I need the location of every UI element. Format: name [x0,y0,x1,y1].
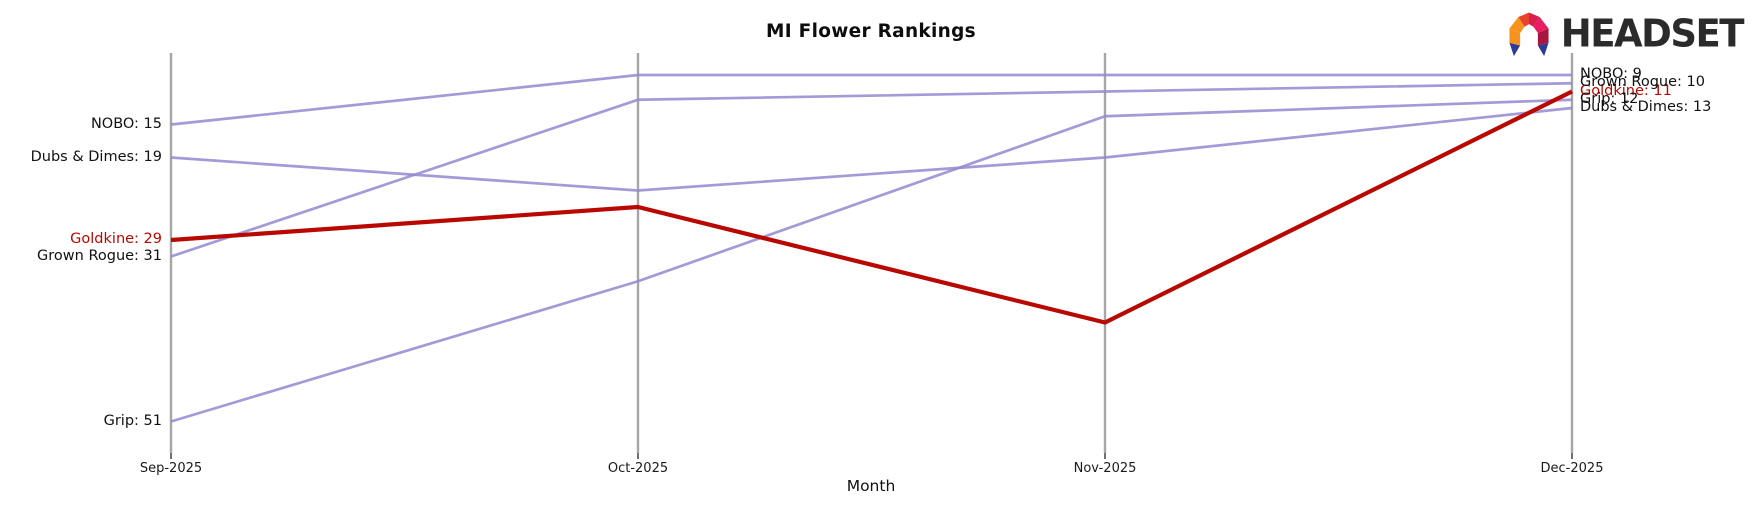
series-line-grip [170,98,1573,423]
headset-logo-icon [1509,12,1549,57]
start-label-dubs-dimes: Dubs & Dimes: 19 [30,148,162,165]
x-tick-label: Oct-2025 [607,461,669,476]
end-label-goldkine: Goldkine: 11 [1580,82,1672,99]
brand-name: HEADSET [1560,10,1745,56]
series-line-grown-rogue [170,81,1573,258]
end-label-dubs-dimes: Dubs & Dimes: 13 [1580,99,1712,116]
end-label-grown-rogue: Grown Rogue: 10 [1580,74,1705,91]
start-label-nobo: NOBO: 15 [90,115,162,132]
chart-title: MI Flower Rankings [766,21,976,42]
end-label-nobo: NOBO: 9 [1580,66,1642,83]
start-label-grip: Grip: 51 [103,412,162,429]
series-line-nobo [170,73,1572,126]
series-line-dubs-dimes [170,106,1573,192]
start-label-goldkine: Goldkine: 29 [70,231,162,248]
brand-logo: HEADSET [1502,9,1745,57]
x-tick-label: Nov-2025 [1073,461,1137,476]
end-label-grip: Grip: 12 [1580,90,1639,107]
x-tick-label: Dec-2025 [1540,461,1604,476]
x-tick-label: Sep-2025 [139,461,203,476]
x-axis-title: Month [846,477,896,495]
series-line-goldkine [170,89,1573,325]
start-label-grown-rogue: Grown Rogue: 31 [37,247,162,264]
